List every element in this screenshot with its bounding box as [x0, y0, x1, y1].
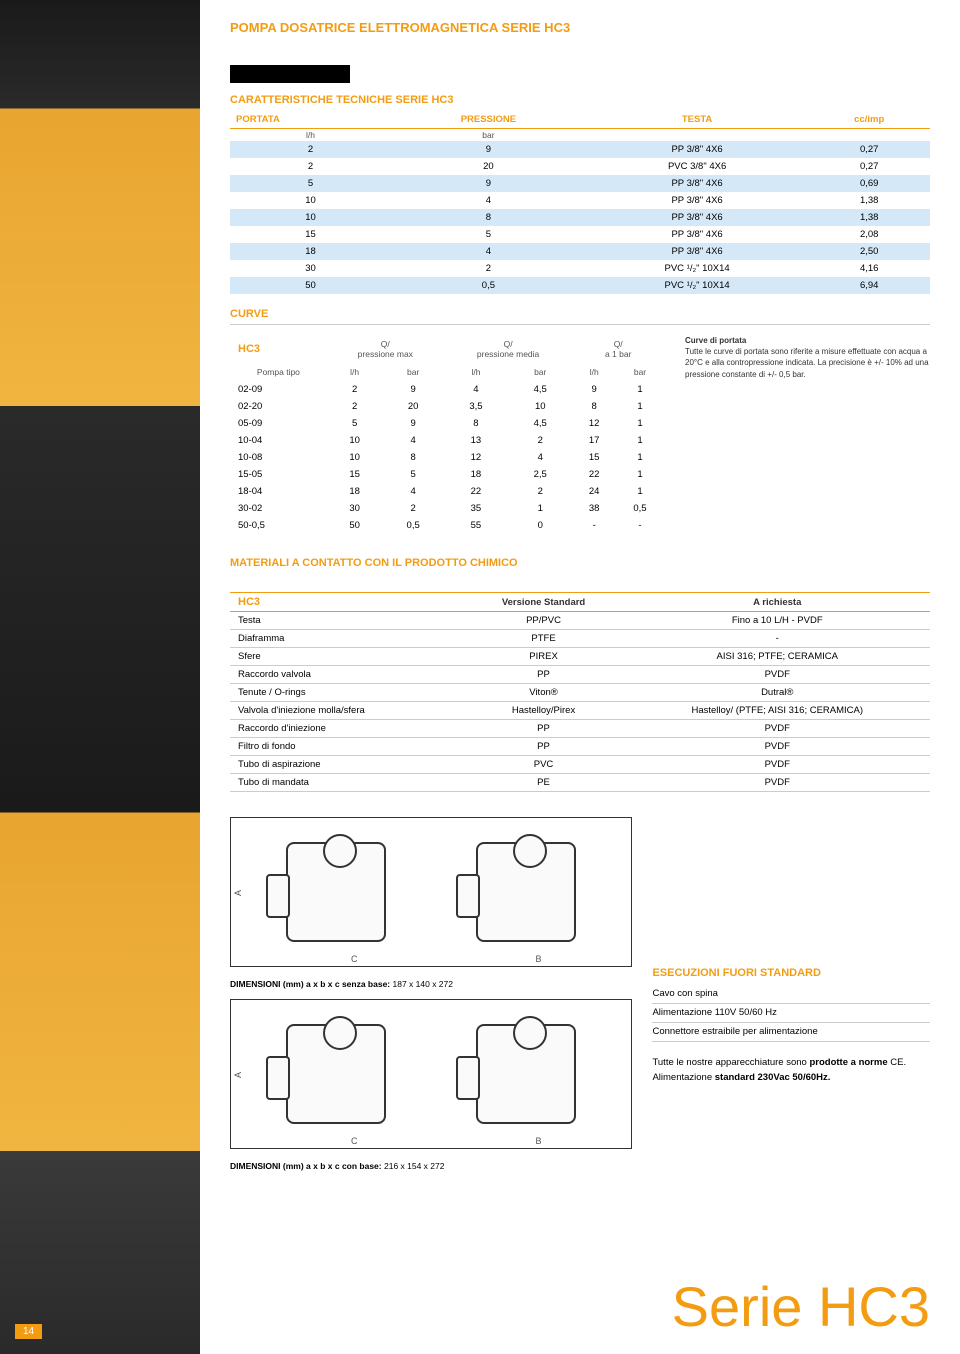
product-photo-column	[0, 0, 200, 1354]
dimension-drawing-with-base: A C B	[230, 999, 632, 1149]
curve-hc3-label: HC3	[230, 335, 327, 363]
spec-col-pressione: PRESSIONE	[391, 111, 586, 129]
spec-row: 184PP 3/8" 4X62,50	[230, 243, 930, 260]
page-number: 14	[15, 1324, 42, 1339]
curve-row: 05-095984,5121	[230, 415, 664, 432]
materials-row: Filtro di fondoPPPVDF	[230, 738, 930, 756]
materials-row: DiaframmaPTFE-	[230, 630, 930, 648]
esecuzioni-list: Cavo con spinaAlimentazione 110V 50/60 H…	[652, 985, 930, 1042]
esecuzioni-item: Cavo con spina	[652, 985, 930, 1004]
curve-row: 10-08108124151	[230, 449, 664, 466]
materials-table: HC3 Versione Standard A richiesta TestaP…	[230, 592, 930, 792]
spec-row: 108PP 3/8" 4X61,38	[230, 209, 930, 226]
curve-row: 15-05155182,5221	[230, 466, 664, 483]
spec-row: 220PVC 3/8" 4X60,27	[230, 158, 930, 175]
serie-title: Serie HC3	[672, 1274, 930, 1339]
esecuzioni-item: Alimentazione 110V 50/60 Hz	[652, 1004, 930, 1023]
materials-row: Raccordo d'iniezionePPPVDF	[230, 720, 930, 738]
spec-col-ccimp: cc/imp	[808, 111, 930, 129]
spec-row: 104PP 3/8" 4X61,38	[230, 192, 930, 209]
materials-row: Tubo di aspirazionePVCPVDF	[230, 756, 930, 774]
curve-row: 02-202203,51081	[230, 398, 664, 415]
curve-section-label: CURVE	[230, 308, 288, 320]
materials-row: TestaPP/PVCFino a 10 L/H - PVDF	[230, 612, 930, 630]
materials-row: Raccordo valvolaPPPVDF	[230, 666, 930, 684]
dim-text-2: DIMENSIONI (mm) a x b x c con base: 216 …	[230, 1161, 632, 1171]
spec-col-portata: PORTATA	[230, 111, 391, 129]
materials-row: SferePIREXAISI 316; PTFE; CERAMICA	[230, 648, 930, 666]
materials-title: MATERIALI A CONTATTO CON IL PRODOTTO CHI…	[230, 554, 930, 572]
materials-row: Valvola d'iniezione molla/sferaHastelloy…	[230, 702, 930, 720]
spec-row: 500,5PVC ¹/₂" 10X146,94	[230, 277, 930, 294]
spec-row: 155PP 3/8" 4X62,08	[230, 226, 930, 243]
curve-row: 10-04104132171	[230, 432, 664, 449]
black-bar-decor	[230, 65, 350, 83]
curve-note: Curve di portata Tutte le curve di porta…	[685, 335, 930, 380]
spec-row: 29PP 3/8" 4X60,27	[230, 141, 930, 158]
curve-row: 02-092944,591	[230, 381, 664, 398]
esecuzioni-item: Connettore estraibile per alimentazione	[652, 1023, 930, 1042]
spec-col-testa: TESTA	[586, 111, 809, 129]
materials-row: Tenute / O-ringsViton®Dutral®	[230, 684, 930, 702]
curve-row: 18-04184222241	[230, 483, 664, 500]
materials-row: Tubo di mandataPEPVDF	[230, 774, 930, 792]
curve-row: 30-02302351380,5	[230, 500, 664, 517]
curve-table: HC3 Q/ pressione max Q/ pressione media …	[230, 335, 664, 534]
esecuzioni-note: Tutte le nostre apparecchiature sono pro…	[652, 1056, 930, 1085]
spec-row: 59PP 3/8" 4X60,69	[230, 175, 930, 192]
spec-row: 302PVC ¹/₂" 10X144,16	[230, 260, 930, 277]
page-header: POMPA DOSATRICE ELETTROMAGNETICA SERIE H…	[230, 20, 930, 35]
esecuzioni-title: ESECUZIONI FUORI STANDARD	[652, 967, 930, 979]
dim-text-1: DIMENSIONI (mm) a x b x c senza base: 18…	[230, 979, 632, 989]
dimension-drawing-no-base: A C B	[230, 817, 632, 967]
curve-row: 50-0,5500,5550--	[230, 517, 664, 534]
spec-section-title: CARATTERISTICHE TECNICHE SERIE HC3	[230, 91, 930, 109]
spec-table: PORTATA PRESSIONE TESTA cc/imp l/h bar 2…	[230, 111, 930, 294]
